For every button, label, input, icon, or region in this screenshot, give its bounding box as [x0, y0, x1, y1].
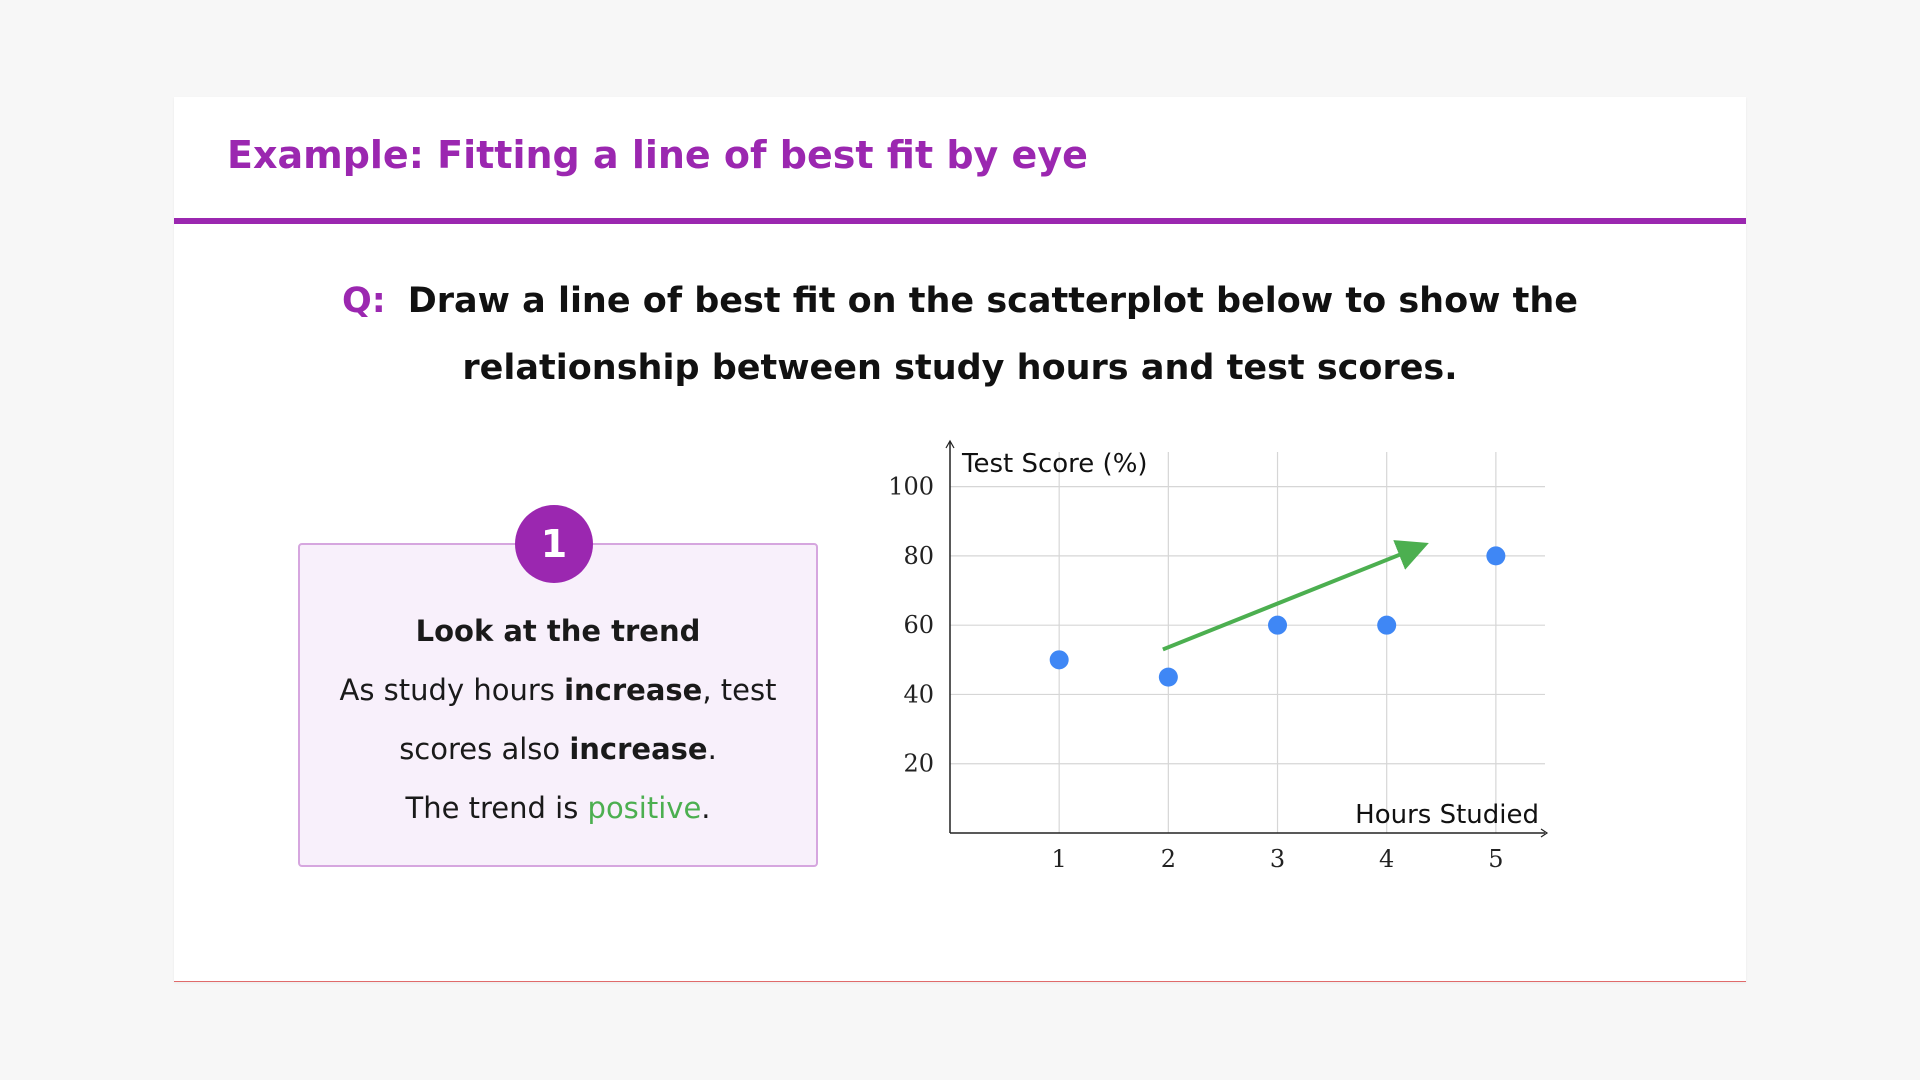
data-point-4 — [1377, 615, 1397, 635]
axis-layer — [945, 439, 1549, 838]
question-line-1: Q: Draw a line of best fit on the scatter… — [174, 268, 1746, 335]
y-tick-label: 80 — [903, 542, 934, 570]
step-line-1-bold: increase — [564, 673, 703, 707]
step-line-2-bold: increase — [569, 732, 708, 766]
x-tick-label: 4 — [1379, 845, 1394, 873]
data-point-1 — [1049, 650, 1069, 670]
arrow-layer — [1162, 540, 1429, 652]
step-line-2-a: scores also — [399, 732, 570, 766]
question-block: Q: Draw a line of best fit on the scatter… — [174, 268, 1746, 402]
step-text: Look at the trend As study hours increas… — [298, 602, 818, 838]
scatter-chart: 1 2 3 4 5 20 40 60 80 100 Test Score (%) Hours Stud… — [888, 439, 1549, 873]
x-tick-label: 2 — [1161, 845, 1176, 873]
data-point-5 — [1486, 546, 1506, 566]
step-line-1-a: As study hours — [339, 673, 565, 707]
step-line-3-c: . — [701, 791, 711, 825]
slide-header: Example: Fitting a line of best fit by e… — [174, 97, 1746, 224]
y-tick-label: 60 — [903, 611, 934, 639]
x-tick-label: 5 — [1488, 845, 1503, 873]
step-box — [298, 543, 818, 867]
question-text-1: Draw a line of best fit on the scatterpl… — [407, 281, 1579, 321]
x-tick-label: 1 — [1052, 845, 1067, 873]
step-line-3: The trend is positive. — [298, 779, 818, 838]
point-layer — [1049, 546, 1506, 687]
step-line-1: As study hours increase, test — [298, 661, 818, 720]
step-line-1-c: , test — [702, 673, 777, 707]
x-axis-arrow-icon — [1540, 828, 1549, 838]
question-line-2: relationship between study hours and tes… — [174, 335, 1746, 402]
y-axis-label: Test Score (%) — [961, 449, 1148, 479]
y-tick-label: 40 — [903, 680, 934, 708]
data-point-2 — [1158, 667, 1178, 687]
step-heading: Look at the trend — [415, 614, 701, 648]
slide-card: Example: Fitting a line of best fit by e… — [174, 97, 1746, 982]
x-axis-label: Hours Studied — [1355, 800, 1539, 830]
question-label: Q: — [341, 281, 386, 321]
data-point-3 — [1268, 615, 1288, 635]
trend-arrow — [1162, 540, 1429, 652]
step-line-2: scores also increase. — [298, 720, 818, 779]
y-tick-label: 20 — [903, 750, 934, 778]
label-layer: 1 2 3 4 5 20 40 60 80 100 Test Score (%) Hours Stud… — [888, 449, 1539, 873]
question-text-2: relationship between study hours and tes… — [462, 348, 1458, 388]
trend-positive-word: positive — [587, 791, 702, 825]
step-number-badge: 1 — [515, 505, 593, 583]
step-line-3-a: The trend is — [405, 791, 588, 825]
slide-title: Example: Fitting a line of best fit by e… — [227, 133, 1088, 177]
grid-layer — [950, 452, 1545, 833]
y-tick-label: 100 — [888, 473, 934, 501]
step-line-2-c: . — [707, 732, 717, 766]
y-axis-arrow-icon — [945, 439, 955, 449]
x-tick-label: 3 — [1270, 845, 1285, 873]
